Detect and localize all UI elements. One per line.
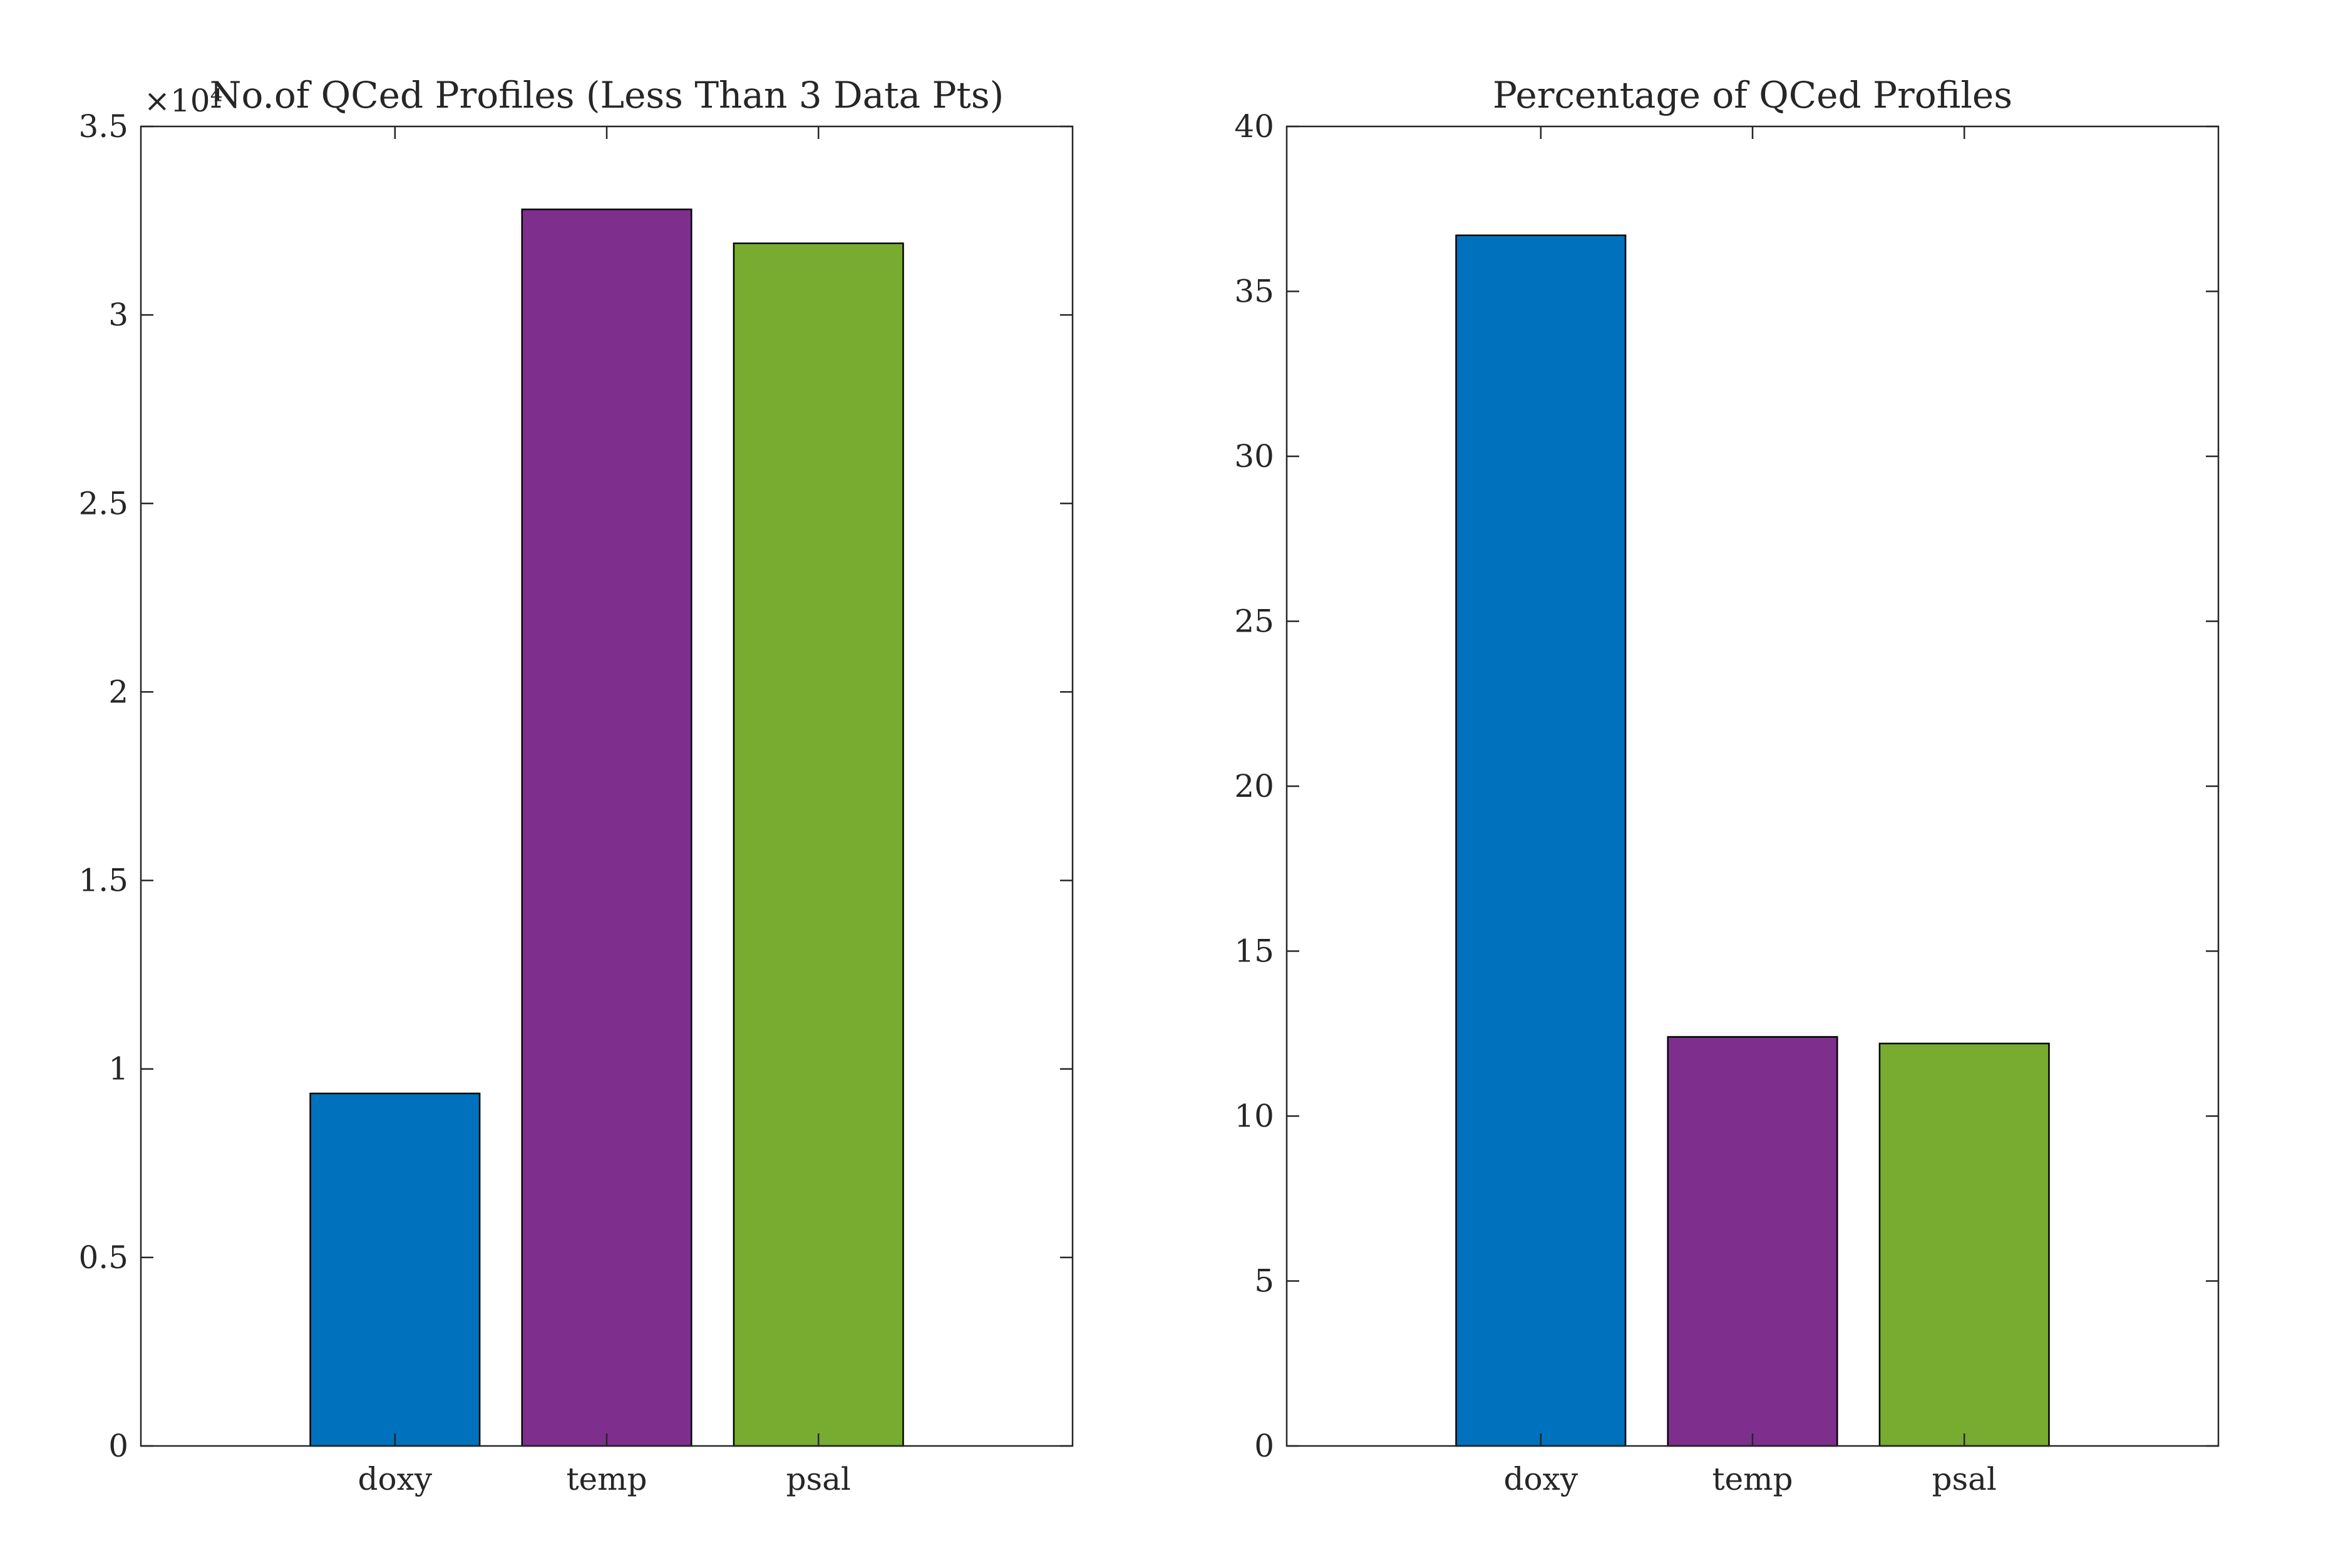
y-tick-label: 3.5: [78, 108, 128, 145]
x-tick-label-psal: psal: [1932, 1461, 1996, 1497]
x-tick-label-temp: temp: [566, 1461, 647, 1497]
y-tick-label: 0: [1254, 1428, 1274, 1464]
y-tick-label: 3: [108, 297, 128, 333]
bar-temp: [1667, 1036, 1838, 1447]
y-tick-label: 2: [108, 674, 128, 710]
bar-doxy: [309, 1092, 481, 1447]
y-tick-label: 30: [1234, 438, 1274, 474]
x-tick-label-doxy: doxy: [1504, 1461, 1578, 1497]
bar-psal: [733, 242, 904, 1447]
chart-profile-counts: 0 0.5 1 1.5 2 2.5 3 3.5 doxy temp psal No.of QCed P…: [78, 74, 1074, 1497]
bar-psal: [1878, 1042, 2050, 1447]
y-tick-label: 25: [1234, 603, 1274, 640]
chart-profile-percentages: 0 5 10 15 20 25 30 35 40 doxy temp psal Percentage o…: [1234, 74, 2220, 1497]
y-tick-label: 15: [1234, 933, 1274, 970]
y-tick-label: 10: [1234, 1098, 1274, 1134]
y-tick-label: 1: [108, 1051, 128, 1087]
x-tick-label-temp: temp: [1712, 1461, 1793, 1497]
y-tick-label: 40: [1234, 108, 1274, 145]
y-tick-label: 0: [108, 1428, 128, 1464]
bar-temp: [521, 208, 693, 1447]
y-tick-label: 5: [1254, 1263, 1274, 1299]
y-tick-label: 20: [1234, 768, 1274, 804]
chart-title: Percentage of QCed Profiles: [1493, 74, 2012, 116]
y-exponent-label: ×10⁴: [144, 83, 223, 119]
bar-doxy: [1455, 234, 1627, 1447]
x-tick-label-doxy: doxy: [358, 1461, 433, 1497]
chart-title: No.of QCed Profiles (Less Than 3 Data Pt…: [210, 74, 1004, 116]
y-tick-label: 1.5: [78, 863, 128, 899]
y-tick-label: 2.5: [78, 485, 128, 521]
y-tick-label: 0.5: [78, 1239, 128, 1276]
x-tick-label-psal: psal: [786, 1461, 850, 1497]
y-tick-label: 35: [1234, 274, 1274, 310]
